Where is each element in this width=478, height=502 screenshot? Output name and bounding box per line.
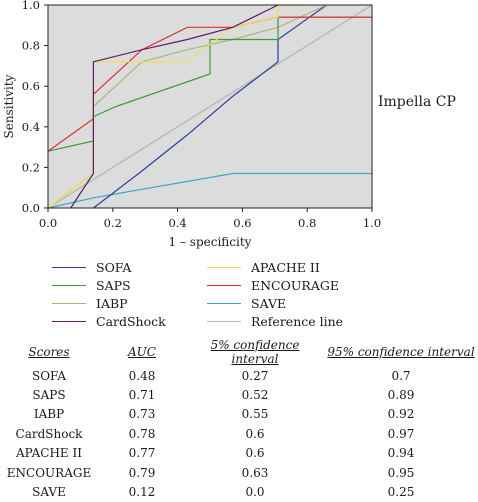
ci-95-cell: 0.25 [387, 485, 415, 500]
table-row: IABP 0.73 0.55 0.92 [0, 405, 478, 424]
ci-5-cell: 0.52 [241, 388, 269, 403]
header-ci-95: 95% confidence interval [327, 345, 475, 359]
score-name-cell: IABP [33, 407, 65, 422]
ci-5-cell: 0.27 [241, 368, 269, 383]
score-name-cell: CardShock [15, 426, 83, 441]
auc-cell: 0.78 [128, 426, 156, 441]
ci-5-cell: 0.0 [245, 485, 265, 500]
x-tick-label: 0.0 [39, 216, 57, 230]
y-tick-label: 0.4 [22, 120, 40, 134]
plot-frame [47, 4, 373, 209]
score-name-cell: SAPS [32, 388, 66, 403]
ci-5-cell: 0.55 [241, 407, 269, 422]
y-tick-label: 0.8 [22, 39, 40, 53]
series-line-cardshock [70, 4, 279, 209]
y-tick-label: 1.0 [22, 0, 40, 12]
table-body: SOFA 0.48 0.27 0.7 SAPS 0.71 0.52 0.89 IABP 0.73 0… [0, 366, 478, 502]
y-axis-label: Sensitivity [2, 74, 16, 138]
ci-5-cell: 0.6 [245, 446, 265, 461]
x-tick-label: 0.6 [233, 216, 251, 230]
y-tick-label: 0.0 [22, 201, 40, 215]
x-tick-label: 0.4 [168, 216, 186, 230]
series-line-reference-line [47, 4, 373, 209]
auc-cell: 0.48 [128, 368, 156, 383]
table-row: APACHE II 0.77 0.6 0.94 [0, 444, 478, 463]
ci-5-cell: 0.6 [245, 426, 265, 441]
ci-95-cell: 0.7 [391, 368, 411, 383]
x-axis-label: 1 – specificity [169, 235, 252, 249]
header-auc: AUC [128, 345, 156, 359]
ci-5-cell: 0.63 [241, 465, 269, 480]
auc-cell: 0.79 [128, 465, 156, 480]
score-name-cell: APACHE II [15, 446, 82, 461]
auc-cell: 0.71 [128, 388, 156, 403]
table-header-row: Scores AUC 5% confidence interval 95% co… [0, 338, 478, 366]
tick-layer: 0.0 0.2 0.4 0.6 0.8 1.0 0.0 0.2 0.4 0.6 0.8 1.0 [22, 0, 381, 230]
table-row: ENCOURAGE 0.79 0.63 0.95 [0, 463, 478, 482]
auc-cell: 0.12 [128, 485, 156, 500]
table-row: SAVE 0.12 0.0 0.25 [0, 482, 478, 501]
x-tick-label: 0.2 [104, 216, 122, 230]
table-row: CardShock 0.78 0.6 0.97 [0, 424, 478, 443]
chart-side-title: Impella CP [378, 94, 456, 110]
table-row: SAPS 0.71 0.52 0.89 [0, 385, 478, 404]
series-layer [47, 4, 373, 209]
y-tick-label: 0.2 [22, 160, 40, 174]
x-tick-label: 1.0 [363, 216, 381, 230]
score-name-cell: ENCOURAGE [6, 465, 92, 480]
roc-chart: 0.0 0.2 0.4 0.6 0.8 1.0 0.0 0.2 0.4 0.6 0.8 1.0 1 –… [2, 0, 381, 249]
series-line-save [47, 172, 372, 209]
auc-cell: 0.77 [128, 446, 156, 461]
ci-95-cell: 0.89 [387, 388, 415, 403]
header-scores: Scores [28, 345, 70, 359]
x-tick-label: 0.8 [298, 216, 316, 230]
auc-cell: 0.73 [128, 407, 156, 422]
ci-95-cell: 0.94 [387, 446, 415, 461]
table-row: SOFA 0.48 0.27 0.7 [0, 366, 478, 385]
ci-95-cell: 0.95 [387, 465, 415, 480]
ci-95-cell: 0.97 [387, 426, 415, 441]
score-name-cell: SAVE [32, 485, 66, 500]
ci-95-cell: 0.92 [387, 407, 415, 422]
auc-table: Scores AUC 5% confidence interval 95% co… [0, 338, 478, 502]
header-ci-5: 5% confidence interval [210, 338, 300, 366]
y-tick-label: 0.6 [22, 79, 40, 93]
score-name-cell: SOFA [31, 368, 66, 383]
